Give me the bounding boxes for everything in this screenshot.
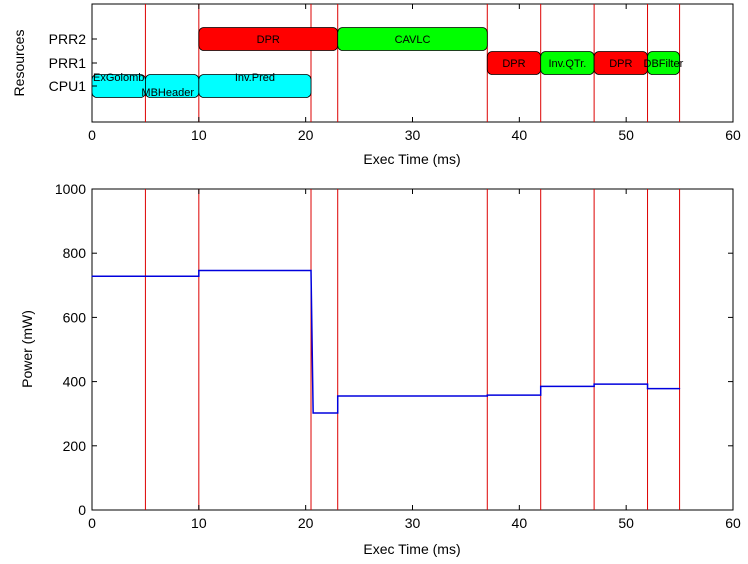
- power-x-tick-label-3: 30: [405, 515, 421, 531]
- power-x-tick-label-4: 40: [512, 515, 528, 531]
- gantt-chart: DPR CAVLC DPR Inv.QTr. DPR DBFilter ExGolomb MB…: [11, 3, 741, 167]
- gantt-x-tick-label-2: 20: [298, 127, 314, 143]
- power-point-5: [337, 412, 339, 414]
- gantt-x-tick-label-3: 30: [405, 127, 421, 143]
- task-bar-1: [337, 27, 488, 51]
- power-point-13: [646, 383, 649, 385]
- task-label-7: MBHeader: [141, 87, 194, 99]
- power-x-tick-label-2: 20: [298, 515, 314, 531]
- gantt-x-axis-label: Exec Time (ms): [363, 151, 460, 167]
- power-point-12: [593, 383, 595, 385]
- power-y-tick-label-5: 1000: [55, 181, 86, 197]
- power-x-tick-label-1: 10: [191, 515, 207, 531]
- power-point-2: [198, 269, 200, 272]
- power-point-15: [678, 388, 681, 390]
- power-point-9: [540, 394, 542, 396]
- power-y-tick-label-1: 200: [63, 438, 87, 454]
- power-point-4: [312, 412, 314, 414]
- power-point-7: [486, 395, 488, 397]
- gantt-row-label-0: PRR2: [49, 31, 87, 47]
- task-label-1: CAVLC: [395, 34, 431, 46]
- gantt-x-tick-label-4: 40: [512, 127, 528, 143]
- task-label-6: ExGolomb: [93, 72, 144, 84]
- task-label-8: Inv.Pred: [235, 72, 275, 84]
- power-y-tick-label-0: 0: [78, 502, 86, 518]
- power-point-10: [540, 385, 542, 388]
- power-y-tick-label-2: 400: [63, 374, 87, 390]
- task-label-0: DPR: [257, 34, 280, 46]
- power-point-3: [310, 269, 312, 272]
- task-label-5: DBFilter: [644, 58, 684, 70]
- task-bar-5: [647, 51, 680, 75]
- task-label-4: DPR: [609, 58, 632, 70]
- power-point-8: [486, 394, 488, 396]
- power-x-tick-label-6: 60: [725, 515, 741, 531]
- power-y-axis-label: Power (mW): [19, 310, 35, 388]
- task-bar-8: [198, 74, 312, 98]
- power-point-14: [646, 388, 649, 390]
- power-y-tick-label-4: 800: [63, 245, 87, 261]
- gantt-row-label-2: CPU1: [49, 78, 87, 94]
- gantt-x-tick-label-0: 0: [88, 127, 96, 143]
- gantt-x-tick-label-5: 50: [618, 127, 634, 143]
- power-x-tick-label-0: 0: [88, 515, 96, 531]
- power-x-tick-label-5: 50: [618, 515, 634, 531]
- power-x-axis-label: Exec Time (ms): [363, 541, 460, 557]
- power-point-6: [337, 395, 339, 397]
- power-point-11: [593, 385, 595, 388]
- power-point-1: [198, 275, 200, 277]
- gantt-x-tick-label-1: 10: [191, 127, 207, 143]
- task-label-3: Inv.QTr.: [548, 58, 586, 70]
- power-point-0: [91, 275, 93, 277]
- power-plot-area: [91, 188, 734, 511]
- gantt-x-tick-label-6: 60: [725, 127, 741, 143]
- power-y-tick-label-3: 600: [63, 309, 87, 325]
- gantt-row-label-1: PRR1: [49, 55, 87, 71]
- gantt-y-axis-label: Resources: [11, 30, 27, 97]
- task-label-2: DPR: [502, 58, 525, 70]
